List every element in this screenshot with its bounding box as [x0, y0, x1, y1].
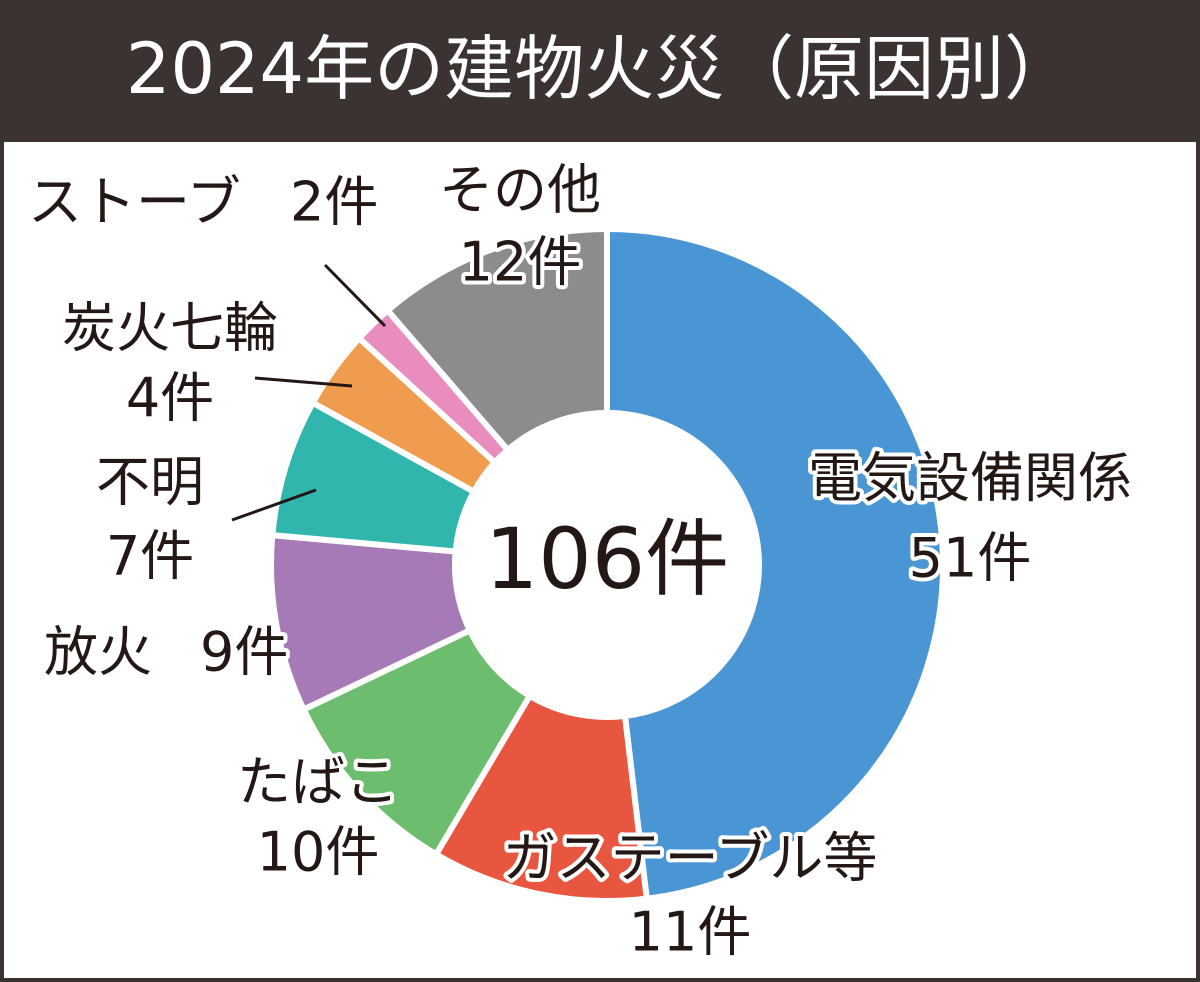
value-label: 7件: [106, 525, 194, 588]
donut: [268, 225, 946, 904]
title-bar: [0, 0, 1200, 142]
chart-title: 2024年の建物火災（原因別）: [126, 28, 1074, 110]
category-label: 不明: [96, 451, 204, 514]
value-label: 12件: [459, 231, 582, 294]
leader-line: [231, 488, 317, 522]
leader-line: [323, 263, 387, 328]
donut-slice: [604, 225, 946, 902]
leader-line: [254, 376, 353, 388]
value-label: 9件: [200, 621, 288, 684]
donut-slice: [299, 626, 534, 859]
value-label: 51件: [909, 527, 1032, 590]
donut-slice: [432, 691, 651, 904]
category-label: ガステーブル等: [503, 827, 878, 890]
value-label: 10件: [257, 821, 380, 884]
value-label: 4件: [126, 367, 214, 430]
category-label: 電気設備関係: [808, 447, 1132, 510]
donut-slice: [383, 225, 610, 455]
value-label: 11件: [629, 901, 752, 964]
category-label: 炭火七輪: [62, 297, 278, 360]
category-label: その他: [439, 159, 601, 222]
category-label: ストーブ: [28, 171, 241, 234]
center-total: 106件: [485, 510, 729, 608]
value-label: 2件: [290, 171, 378, 234]
category-label: たばこ: [237, 751, 399, 814]
category-label: 放火: [44, 621, 152, 684]
